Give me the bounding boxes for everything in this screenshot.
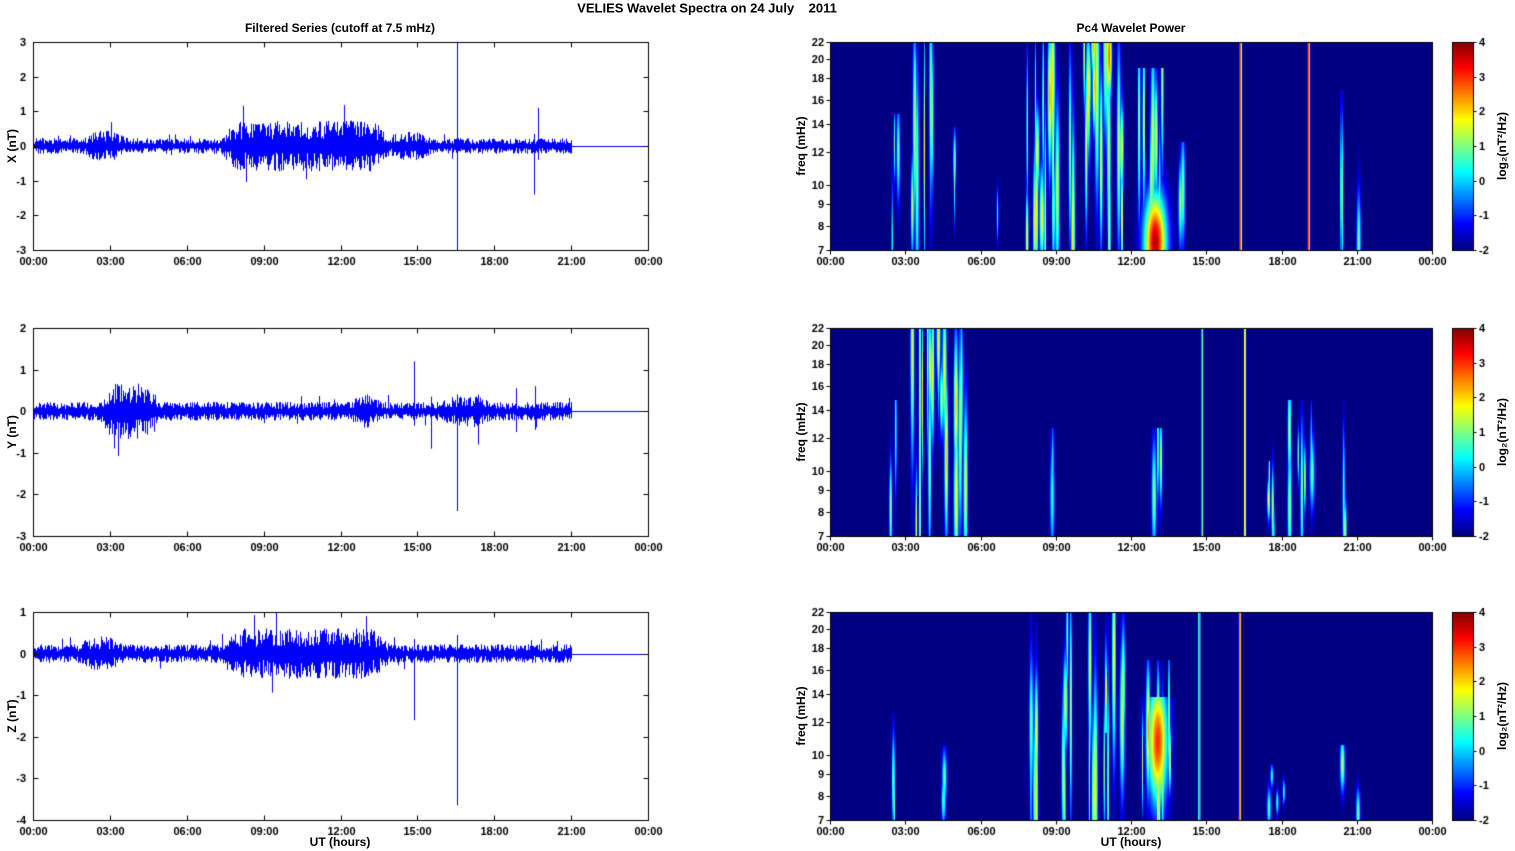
ylabel-x: X (nT) [5,129,19,163]
ylabel-freq-3: freq (mHz) [794,686,808,746]
ylabel-freq-1: freq (mHz) [794,116,808,176]
ylabel-y: Y (nT) [5,415,19,449]
colorbar-label-3: log₂(nT²/Hz) [1495,682,1509,750]
figure-title: VELIES Wavelet Spectra on 24 July 2011 [577,0,837,16]
colorbar-label-2: log₂(nT²/Hz) [1495,398,1509,466]
xlabel-left: UT (hours) [309,835,371,849]
ylabel-z: Z (nT) [5,699,19,733]
left-panel-title: Filtered Series (cutoff at 7.5 mHz) [244,21,436,35]
xlabel-right: UT (hours) [1100,835,1162,849]
ylabel-freq-2: freq (mHz) [794,402,808,462]
colorbar-label-1: log₂(nT²/Hz) [1495,112,1509,180]
right-panel-title: Pc4 Wavelet Power [1076,21,1186,35]
